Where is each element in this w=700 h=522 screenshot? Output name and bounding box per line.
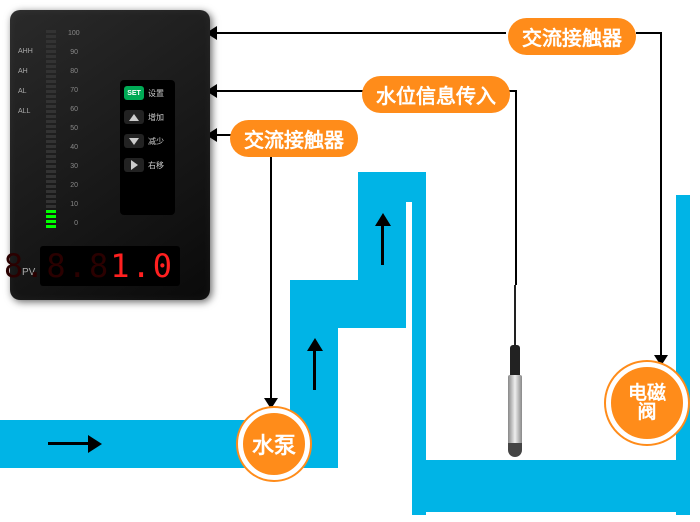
scale-tick: 0 xyxy=(68,220,78,227)
line-top-2 xyxy=(636,32,662,34)
bar-segment xyxy=(46,50,56,53)
bar-segment xyxy=(46,205,56,208)
bar-segment xyxy=(46,185,56,188)
label-pump: 水泵 xyxy=(238,408,310,480)
bar-segment xyxy=(46,135,56,138)
probe-body xyxy=(508,375,522,445)
bar-segment xyxy=(46,60,56,63)
display-dim: 8.8.8 xyxy=(4,247,110,285)
label-ac-contactor-mid: 交流接触器 xyxy=(230,120,358,157)
bar-segment xyxy=(46,55,56,58)
probe-tip xyxy=(508,443,522,457)
scale-tick: 10 xyxy=(68,201,78,208)
bar-segment xyxy=(46,190,56,193)
tank-right-wall xyxy=(676,195,690,515)
right-button[interactable] xyxy=(124,158,144,172)
bar-segment xyxy=(46,30,56,33)
probe-wire xyxy=(514,285,516,345)
bar-segment xyxy=(46,35,56,38)
scale-tick: 60 xyxy=(68,106,78,113)
bar-segment xyxy=(46,130,56,133)
bar-segment xyxy=(46,120,56,123)
label-water-info: 水位信息传入 xyxy=(362,76,510,113)
bar-segment xyxy=(46,155,56,158)
bar-segment xyxy=(46,110,56,113)
scale-tick: 100 xyxy=(68,30,78,37)
up-button[interactable] xyxy=(124,110,144,124)
down-icon xyxy=(129,138,139,145)
label-pump-text: 水泵 xyxy=(252,428,296,460)
bar-segment xyxy=(46,210,56,213)
bar-segment xyxy=(46,225,56,228)
scale-tick: 20 xyxy=(68,182,78,189)
tank-left-wall xyxy=(412,195,426,515)
bar-segment xyxy=(46,215,56,218)
bar-segment xyxy=(46,105,56,108)
bar-segment xyxy=(46,220,56,223)
bar-segment xyxy=(46,80,56,83)
bar-segment xyxy=(46,75,56,78)
up-icon xyxy=(129,114,139,121)
bar-segment xyxy=(46,150,56,153)
bar-segment xyxy=(46,85,56,88)
alarm-ah: AH xyxy=(18,68,28,75)
display-lit: 1.0 xyxy=(110,247,174,285)
bar-segment xyxy=(46,160,56,163)
down-label: 减少 xyxy=(148,136,164,147)
down-button[interactable] xyxy=(124,134,144,148)
alarm-ahh: AHH xyxy=(18,48,33,55)
label-ac-contactor-top: 交流接触器 xyxy=(508,18,636,55)
bar-segment xyxy=(46,65,56,68)
level-sensor xyxy=(508,285,522,457)
line-top-3 xyxy=(660,32,662,357)
bar-segment xyxy=(46,40,56,43)
scale-tick: 30 xyxy=(68,163,78,170)
tank-water xyxy=(426,460,676,500)
scale-tick: 70 xyxy=(68,87,78,94)
bar-segment xyxy=(46,100,56,103)
bar-segment xyxy=(46,90,56,93)
set-button[interactable]: SET xyxy=(124,86,144,100)
level-controller: AHH AH AL ALL 1009080706050403020100 SET… xyxy=(10,10,210,300)
button-panel: SET 设置 增加 减少 右移 xyxy=(120,80,175,215)
bar-segment xyxy=(46,200,56,203)
scale-tick: 90 xyxy=(68,49,78,56)
bar-segment xyxy=(46,115,56,118)
bar-segment xyxy=(46,140,56,143)
bar-segment xyxy=(46,45,56,48)
alarm-al: AL xyxy=(18,88,27,95)
bar-segment xyxy=(46,70,56,73)
line-info-h1 xyxy=(216,90,366,92)
bar-segment xyxy=(46,95,56,98)
bar-segment xyxy=(46,145,56,148)
bar-segment xyxy=(46,125,56,128)
right-icon xyxy=(131,160,138,170)
bar-segment xyxy=(46,175,56,178)
tank-bottom xyxy=(412,498,690,512)
right-label: 右移 xyxy=(148,160,164,171)
scale-tick: 80 xyxy=(68,68,78,75)
probe-cap xyxy=(510,345,520,375)
set-label: 设置 xyxy=(148,88,164,99)
label-valve: 电磁阀 xyxy=(606,362,688,444)
label-valve-text: 电磁阀 xyxy=(625,384,669,422)
bar-segment xyxy=(46,165,56,168)
line-top-1 xyxy=(216,32,506,34)
line-info-v xyxy=(515,90,517,285)
scale-tick: 50 xyxy=(68,125,78,132)
scale-tick: 40 xyxy=(68,144,78,151)
alarm-all: ALL xyxy=(18,108,30,115)
led-display: 8.8.81.0 xyxy=(40,246,180,286)
bar-segment xyxy=(46,180,56,183)
line-mid-h2 xyxy=(270,152,272,399)
up-label: 增加 xyxy=(148,112,164,123)
bar-segment xyxy=(46,170,56,173)
bargraph xyxy=(36,30,66,230)
bar-segment xyxy=(46,195,56,198)
